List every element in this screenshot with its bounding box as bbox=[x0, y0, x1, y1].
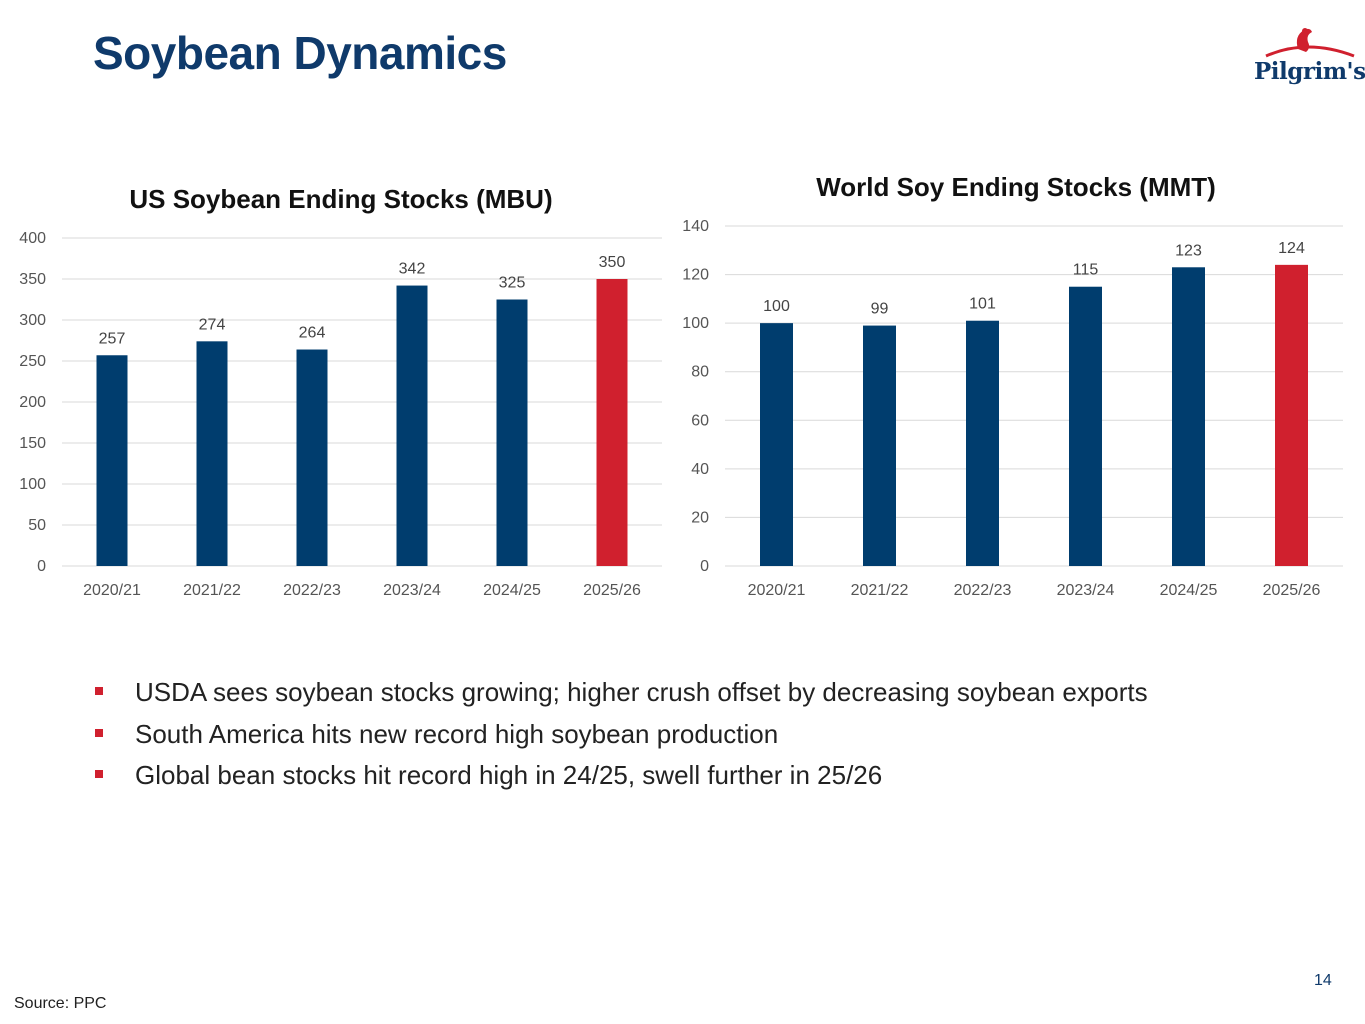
data-label: 115 bbox=[1073, 262, 1099, 279]
source-note: Source: PPC bbox=[14, 995, 107, 1012]
company-logo: Pilgrim's bbox=[1254, 22, 1365, 92]
bar-2024-25 bbox=[1172, 267, 1205, 566]
bullet-marker bbox=[95, 770, 103, 778]
data-label: 257 bbox=[99, 330, 126, 347]
bar-2020-21 bbox=[96, 355, 128, 566]
y-tick-label: 60 bbox=[691, 412, 709, 429]
y-tick-label: 200 bbox=[19, 394, 46, 411]
data-label: 101 bbox=[969, 296, 996, 313]
y-tick-label: 250 bbox=[19, 353, 46, 370]
bullet-item: Global bean stocks hit record high in 24… bbox=[92, 755, 1148, 797]
bar-2023-24 bbox=[396, 285, 428, 566]
bullet-marker bbox=[95, 728, 103, 737]
x-tick-label: 2023/24 bbox=[383, 582, 441, 599]
bar-2021-22 bbox=[863, 325, 896, 566]
data-label: 274 bbox=[199, 316, 226, 333]
bar-2021-22 bbox=[196, 341, 228, 566]
x-tick-label: 2021/22 bbox=[851, 582, 909, 599]
y-tick-label: 150 bbox=[19, 435, 46, 452]
x-tick-label: 2025/26 bbox=[583, 582, 641, 599]
x-tick-label: 2020/21 bbox=[748, 582, 806, 599]
x-tick-label: 2024/25 bbox=[483, 582, 541, 599]
x-tick-label: 2023/24 bbox=[1057, 582, 1115, 599]
data-label: 264 bbox=[299, 325, 326, 342]
x-tick-label: 2025/26 bbox=[1263, 582, 1321, 599]
data-label: 342 bbox=[399, 261, 426, 278]
data-label: 325 bbox=[499, 275, 526, 292]
y-tick-label: 50 bbox=[28, 517, 46, 534]
logo-text: Pilgrim's bbox=[1254, 58, 1365, 85]
data-label: 123 bbox=[1175, 242, 1202, 259]
bar-2023-24 bbox=[1069, 286, 1102, 566]
y-tick-label: 300 bbox=[19, 312, 46, 329]
data-label: 124 bbox=[1278, 240, 1305, 257]
x-tick-label: 2022/23 bbox=[954, 582, 1012, 599]
y-tick-label: 0 bbox=[700, 558, 709, 575]
bar-2025-26 bbox=[596, 279, 628, 566]
bullet-item: South America hits new record high soybe… bbox=[92, 714, 1148, 756]
bar-2025-26 bbox=[1275, 264, 1308, 566]
y-tick-label: 20 bbox=[691, 509, 709, 526]
y-tick-label: 140 bbox=[682, 218, 709, 235]
bar-2022-23 bbox=[296, 349, 328, 566]
y-tick-label: 80 bbox=[691, 364, 709, 381]
data-label: 99 bbox=[871, 301, 889, 318]
x-tick-label: 2022/23 bbox=[283, 582, 341, 599]
page-title: Soybean Dynamics bbox=[93, 27, 507, 79]
rooster-icon bbox=[1265, 28, 1355, 58]
y-tick-label: 100 bbox=[682, 315, 709, 332]
data-label: 100 bbox=[763, 298, 790, 315]
chart-title: US Soybean Ending Stocks (MBU) bbox=[129, 184, 552, 214]
bar-2022-23 bbox=[966, 320, 999, 566]
data-label: 350 bbox=[599, 254, 626, 271]
bar-2020-21 bbox=[760, 323, 793, 566]
x-tick-label: 2021/22 bbox=[183, 582, 241, 599]
bullet-item: USDA sees soybean stocks growing; higher… bbox=[92, 672, 1148, 714]
bar-2024-25 bbox=[496, 299, 528, 566]
x-tick-label: 2020/21 bbox=[83, 582, 141, 599]
y-tick-label: 100 bbox=[19, 476, 46, 493]
page-number: 14 bbox=[1314, 972, 1332, 989]
y-tick-label: 350 bbox=[19, 271, 46, 288]
y-tick-label: 120 bbox=[682, 267, 709, 284]
chart-title: World Soy Ending Stocks (MMT) bbox=[816, 172, 1216, 202]
y-tick-label: 40 bbox=[691, 461, 709, 478]
y-tick-label: 400 bbox=[19, 230, 46, 247]
bullet-list: USDA sees soybean stocks growing; higher… bbox=[92, 672, 1148, 797]
x-tick-label: 2024/25 bbox=[1160, 582, 1218, 599]
bullet-marker bbox=[95, 687, 103, 695]
y-tick-label: 0 bbox=[37, 558, 46, 575]
